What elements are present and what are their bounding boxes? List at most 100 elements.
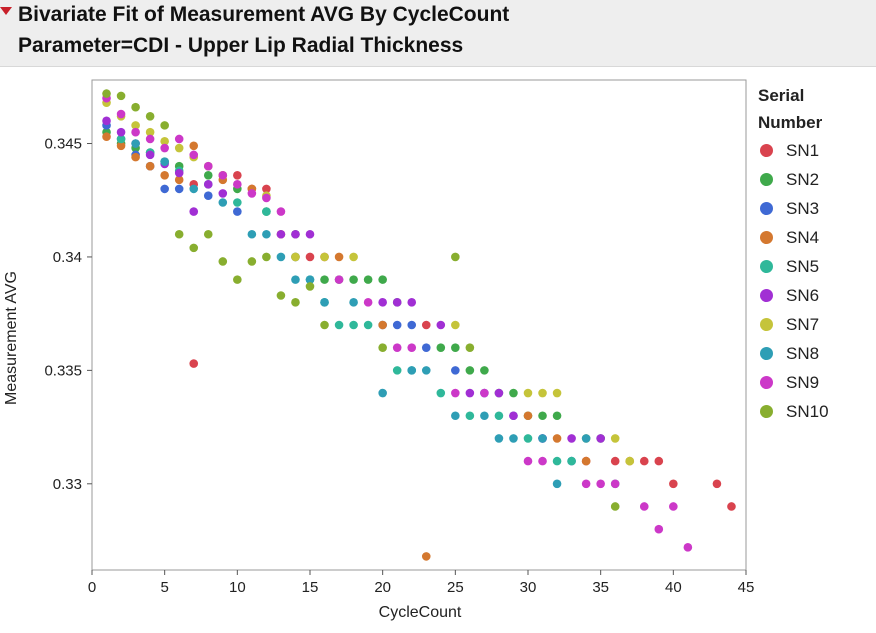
legend-item[interactable]: SN8 (758, 339, 829, 368)
legend-label: SN6 (786, 285, 820, 305)
legend-title-line2: Number (758, 113, 823, 132)
data-point (480, 411, 489, 421)
legend-items: SN1 SN2 SN3 SN4 SN5 SN6 SN7 SN8 SN9 SN10 (758, 136, 829, 426)
data-point (203, 161, 213, 171)
data-point (363, 275, 373, 284)
legend-item[interactable]: SN2 (758, 165, 829, 194)
data-point (349, 275, 358, 284)
data-point (174, 143, 184, 153)
data-point (407, 343, 417, 352)
data-point (610, 479, 620, 489)
data-point (262, 229, 271, 239)
data-point (131, 121, 140, 130)
data-point (218, 170, 228, 180)
data-point (421, 552, 431, 561)
data-point (538, 388, 547, 398)
data-point (189, 184, 199, 194)
x-tick-label: 20 (374, 579, 391, 596)
data-point (712, 479, 722, 489)
data-point (218, 257, 228, 266)
legend-label: SN9 (786, 372, 820, 392)
data-point (174, 175, 184, 185)
data-point (509, 411, 518, 421)
legend-item[interactable]: SN9 (758, 368, 829, 397)
x-axis-title: CycleCount (378, 604, 462, 621)
data-point (465, 388, 475, 398)
data-point (247, 229, 257, 239)
data-point (131, 102, 140, 112)
data-point (247, 189, 257, 198)
data-point (233, 198, 242, 207)
data-point (378, 298, 387, 307)
legend-label: SN7 (786, 314, 820, 334)
data-point (523, 411, 533, 421)
data-point (334, 320, 344, 330)
data-point (160, 170, 169, 180)
data-point (363, 298, 373, 307)
legend-swatch-icon (760, 289, 773, 302)
data-point (116, 141, 126, 151)
legend-label: SN1 (786, 140, 820, 160)
data-point (581, 434, 591, 443)
data-point (727, 502, 736, 511)
legend-item[interactable]: SN1 (758, 136, 829, 165)
data-point (669, 479, 678, 489)
data-point (189, 207, 199, 216)
legend-swatch-icon (760, 347, 773, 360)
x-tick-label: 30 (520, 579, 537, 596)
data-point (552, 456, 562, 466)
data-point (291, 275, 300, 284)
data-point (320, 298, 329, 307)
data-point (305, 275, 315, 284)
data-point (465, 366, 475, 375)
disclosure-triangle-icon[interactable] (0, 7, 12, 15)
legend-swatch-icon (760, 376, 773, 389)
data-point (436, 320, 446, 330)
data-point (174, 229, 184, 239)
data-point (160, 143, 169, 153)
data-point (654, 456, 664, 466)
y-tick-label: 0.33 (53, 476, 82, 493)
legend-item[interactable]: SN10 (758, 397, 829, 426)
legend-item[interactable]: SN5 (758, 252, 829, 281)
data-point (320, 320, 329, 330)
y-tick-label: 0.335 (44, 362, 82, 379)
legend-swatch-icon (760, 405, 773, 418)
x-tick-label: 45 (738, 579, 755, 596)
legend-item[interactable]: SN4 (758, 223, 829, 252)
data-point (276, 229, 286, 239)
data-point (320, 252, 329, 262)
data-point (305, 282, 315, 291)
data-point (407, 298, 417, 307)
data-point (552, 434, 562, 443)
data-point (218, 189, 228, 198)
data-point (480, 366, 489, 375)
legend-label: SN4 (786, 227, 820, 247)
data-point (436, 343, 446, 352)
x-tick-label: 5 (160, 579, 168, 596)
legend-item[interactable]: SN7 (758, 310, 829, 339)
data-point (349, 320, 358, 330)
data-point (203, 170, 213, 180)
data-point (102, 116, 111, 126)
data-point (334, 275, 344, 284)
data-point (363, 320, 373, 330)
data-point (392, 343, 402, 352)
data-point (392, 366, 402, 375)
y-tick-label: 0.34 (53, 249, 82, 266)
legend-item[interactable]: SN3 (758, 194, 829, 223)
data-point (145, 127, 155, 137)
y-tick-label: 0.345 (44, 136, 82, 153)
data-point (160, 121, 169, 130)
data-point (233, 207, 242, 216)
data-point (378, 275, 387, 284)
data-point (349, 252, 358, 262)
plot-frame (91, 79, 747, 571)
data-point (552, 411, 562, 421)
data-point (436, 388, 446, 398)
report-title: Bivariate Fit of Measurement AVG By Cycl… (18, 3, 510, 26)
legend-item[interactable]: SN6 (758, 281, 829, 310)
data-point (116, 91, 126, 101)
data-point (305, 252, 315, 262)
